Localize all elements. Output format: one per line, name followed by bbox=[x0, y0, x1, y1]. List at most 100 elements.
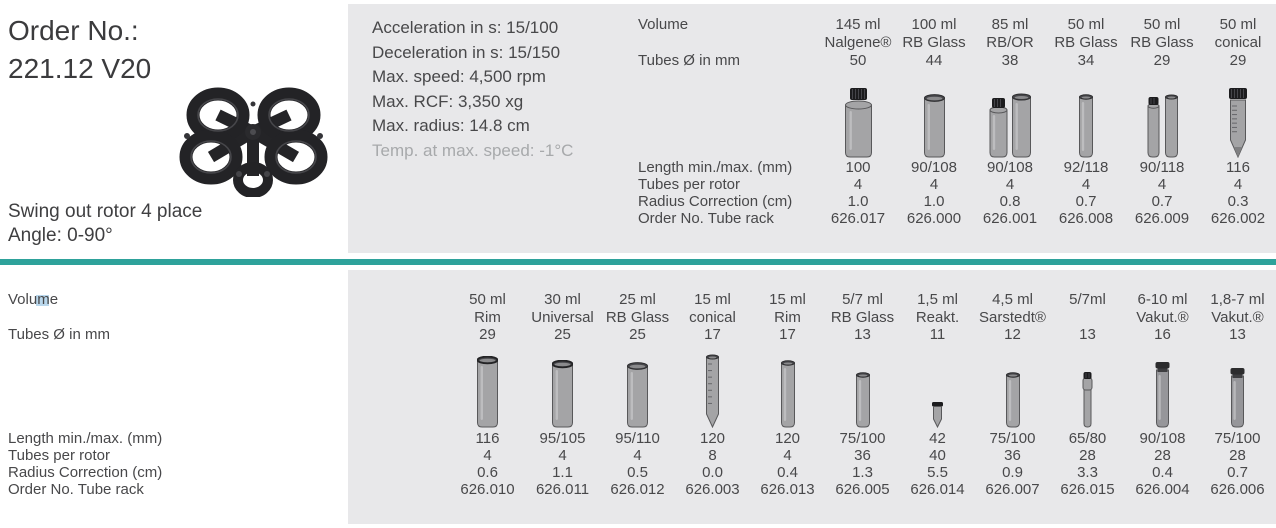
order-no-value: 626.012 bbox=[610, 481, 665, 498]
tubes-per-rotor-value: 4 bbox=[558, 447, 567, 464]
diameter-value: 50 bbox=[849, 52, 867, 69]
spec-max-rcf: Max. RCF: 3,350 xg bbox=[372, 91, 524, 111]
volume-value: 15 ml bbox=[694, 291, 731, 308]
radius-correction-value: 0.4 bbox=[1152, 464, 1173, 481]
row-label-order: Order No. Tube rack bbox=[8, 481, 144, 498]
spec-max-radius: Max. radius: 14.8 cm bbox=[372, 116, 530, 135]
order-no-value: 626.015 bbox=[1060, 481, 1115, 498]
order-no-value: 626.006 bbox=[1210, 481, 1265, 498]
order-no-value: 626.004 bbox=[1135, 481, 1190, 498]
order-no-value: 626.013 bbox=[760, 481, 815, 498]
volume-value: 145 ml bbox=[835, 16, 881, 33]
tube-type-label: conical bbox=[689, 309, 736, 326]
order-number: 221.12 V20 bbox=[8, 53, 152, 84]
diameter-value: 17 bbox=[704, 326, 721, 343]
order-no-label: Order No.: bbox=[8, 15, 139, 46]
tube-column: 50 ml Rim 29 116 4 0.6 626.010 bbox=[450, 270, 525, 524]
tube-icon bbox=[750, 346, 825, 428]
tube-icon bbox=[675, 346, 750, 428]
top-spec-panel: Acceleration in s: 15/100 Deceleration i… bbox=[348, 4, 1276, 253]
tube-icon bbox=[975, 346, 1050, 428]
radius-correction-value: 1.3 bbox=[852, 464, 873, 481]
tubes-per-rotor-value: 36 bbox=[1004, 447, 1021, 464]
tube-icon bbox=[525, 346, 600, 428]
tube-column: 4,5 ml Sarstedt® 12 75/100 36 0.9 626.00… bbox=[975, 270, 1050, 524]
tube-type-label: Rim bbox=[774, 309, 801, 326]
order-no-value: 626.008 bbox=[1058, 210, 1114, 227]
row-label-length: Length min./max. (mm) bbox=[8, 430, 163, 447]
volume-value: 50 ml bbox=[1219, 16, 1257, 33]
length-value: 90/118 bbox=[1139, 159, 1185, 176]
radius-correction-value: 0.9 bbox=[1002, 464, 1023, 481]
diameter-value: 29 bbox=[1153, 52, 1171, 69]
row-label-radius: Radius Correction (cm) bbox=[638, 193, 793, 210]
tubes-per-rotor-value: 28 bbox=[1154, 447, 1171, 464]
tubes-per-rotor-value: 4 bbox=[1157, 176, 1167, 193]
radius-correction-value: 1.0 bbox=[923, 193, 945, 210]
length-value: 75/100 bbox=[1214, 430, 1261, 447]
tube-column: 85 ml RB/OR 38 90/108 4 0.8 626.001 bbox=[972, 4, 1048, 253]
volume-value: 1,8-7 ml bbox=[1210, 291, 1265, 308]
length-value: 90/108 bbox=[987, 159, 1033, 176]
diameter-value: 13 bbox=[1079, 326, 1096, 343]
tube-column: 5/7ml 13 65/80 28 3.3 626.015 bbox=[1050, 270, 1125, 524]
tube-column: 1,5 ml Reakt. 11 42 40 5.5 626.014 bbox=[900, 270, 975, 524]
tube-icon bbox=[1124, 80, 1200, 158]
top-tube-table: 145 ml Nalgene® 50 100 4 1.0 626.017 100… bbox=[820, 4, 1276, 253]
tubes-per-rotor-value: 40 bbox=[929, 447, 946, 464]
volume-value: 50 ml bbox=[1067, 16, 1105, 33]
row-label-length: Length min./max. (mm) bbox=[638, 159, 793, 176]
length-value: 90/108 bbox=[911, 159, 957, 176]
volume-value: 50 ml bbox=[1143, 16, 1181, 33]
volume-value: 85 ml bbox=[991, 16, 1029, 33]
tube-icon bbox=[1050, 346, 1125, 428]
tube-icon bbox=[1200, 346, 1275, 428]
volume-value: 50 ml bbox=[469, 291, 506, 308]
spec-acceleration: Acceleration in s: 15/100 bbox=[372, 18, 559, 37]
selection-artifact bbox=[36, 295, 49, 306]
tube-column: 145 ml Nalgene® 50 100 4 1.0 626.017 bbox=[820, 4, 896, 253]
order-no-value: 626.000 bbox=[906, 210, 962, 227]
tube-type-label: Reakt. bbox=[915, 309, 960, 326]
tube-icon bbox=[450, 346, 525, 428]
tube-type-label: Rim bbox=[474, 309, 501, 326]
tubes-per-rotor-value: 4 bbox=[1233, 176, 1243, 193]
tube-icon bbox=[972, 80, 1048, 158]
length-value: 75/100 bbox=[839, 430, 886, 447]
diameter-value: 16 bbox=[1154, 326, 1171, 343]
rotor-type: Swing out rotor 4 place bbox=[8, 201, 203, 222]
tube-type-label: RB Glass bbox=[605, 309, 670, 326]
diameter-value: 11 bbox=[929, 326, 946, 343]
diameter-value: 17 bbox=[779, 326, 796, 343]
order-no-value: 626.010 bbox=[460, 481, 515, 498]
tube-type-label: Sarstedt® bbox=[979, 309, 1046, 326]
tube-icon bbox=[896, 80, 972, 158]
diameter-value: 29 bbox=[1229, 52, 1247, 69]
row-label-diameter: Tubes Ø in mm bbox=[8, 326, 110, 343]
order-no-value: 626.011 bbox=[535, 481, 590, 498]
tubes-per-rotor-value: 4 bbox=[1005, 176, 1015, 193]
tube-column: 25 ml RB Glass 25 95/110 4 0.5 626.012 bbox=[600, 270, 675, 524]
diameter-value: 13 bbox=[1229, 326, 1246, 343]
radius-correction-value: 0.7 bbox=[1075, 193, 1097, 210]
radius-correction-value: 0.8 bbox=[999, 193, 1021, 210]
tube-icon bbox=[825, 346, 900, 428]
tube-column: 50 ml RB Glass 34 92/118 4 0.7 626.008 bbox=[1048, 4, 1124, 253]
tube-column: 1,8-7 ml Vakut.® 13 75/100 28 0.7 626.00… bbox=[1200, 270, 1275, 524]
row-label-radius: Radius Correction (cm) bbox=[8, 464, 163, 481]
volume-value: 5/7 ml bbox=[842, 291, 883, 308]
tube-column: 50 ml conical 29 116 4 0.3 626.002 bbox=[1200, 4, 1276, 253]
row-label-order: Order No. Tube rack bbox=[638, 210, 774, 227]
rotor-angle: Angle: 0-90° bbox=[8, 225, 113, 246]
length-value: 95/105 bbox=[539, 430, 586, 447]
volume-value: 1,5 ml bbox=[917, 291, 958, 308]
length-value: 92/118 bbox=[1063, 159, 1109, 176]
tube-type-label: Vakut.® bbox=[1211, 309, 1264, 326]
tube-type-label: Universal bbox=[531, 309, 594, 326]
tubes-per-rotor-value: 36 bbox=[854, 447, 871, 464]
radius-correction-value: 0.7 bbox=[1151, 193, 1173, 210]
length-value: 90/108 bbox=[1139, 430, 1186, 447]
volume-value: 4,5 ml bbox=[992, 291, 1033, 308]
tube-column: 100 ml RB Glass 44 90/108 4 1.0 626.000 bbox=[896, 4, 972, 253]
